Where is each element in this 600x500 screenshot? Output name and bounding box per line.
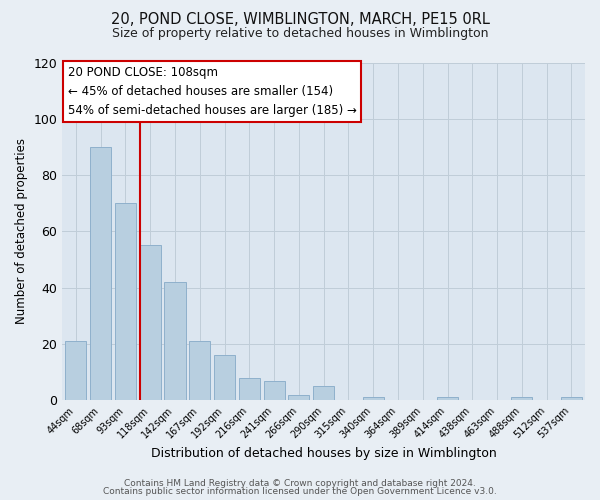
Bar [214, 355, 235, 401]
Bar [115, 203, 136, 400]
Bar [511, 398, 532, 400]
Bar [313, 386, 334, 400]
Text: 20, POND CLOSE, WIMBLINGTON, MARCH, PE15 0RL: 20, POND CLOSE, WIMBLINGTON, MARCH, PE15… [110, 12, 490, 28]
Y-axis label: Number of detached properties: Number of detached properties [15, 138, 28, 324]
Text: Contains HM Land Registry data © Crown copyright and database right 2024.: Contains HM Land Registry data © Crown c… [124, 478, 476, 488]
Text: Contains public sector information licensed under the Open Government Licence v3: Contains public sector information licen… [103, 487, 497, 496]
Bar [289, 394, 310, 400]
Bar [362, 398, 384, 400]
X-axis label: Distribution of detached houses by size in Wimblington: Distribution of detached houses by size … [151, 447, 497, 460]
Bar [239, 378, 260, 400]
Bar [263, 380, 284, 400]
Bar [164, 282, 185, 401]
Bar [65, 341, 86, 400]
Text: 20 POND CLOSE: 108sqm
← 45% of detached houses are smaller (154)
54% of semi-det: 20 POND CLOSE: 108sqm ← 45% of detached … [68, 66, 356, 117]
Text: Size of property relative to detached houses in Wimblington: Size of property relative to detached ho… [112, 28, 488, 40]
Bar [561, 398, 582, 400]
Bar [189, 341, 211, 400]
Bar [90, 147, 111, 401]
Bar [140, 246, 161, 400]
Bar [437, 398, 458, 400]
